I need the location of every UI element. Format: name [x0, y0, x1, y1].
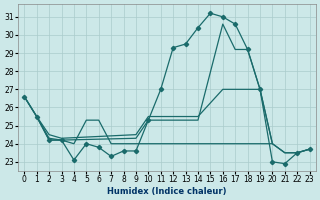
X-axis label: Humidex (Indice chaleur): Humidex (Indice chaleur): [107, 187, 227, 196]
